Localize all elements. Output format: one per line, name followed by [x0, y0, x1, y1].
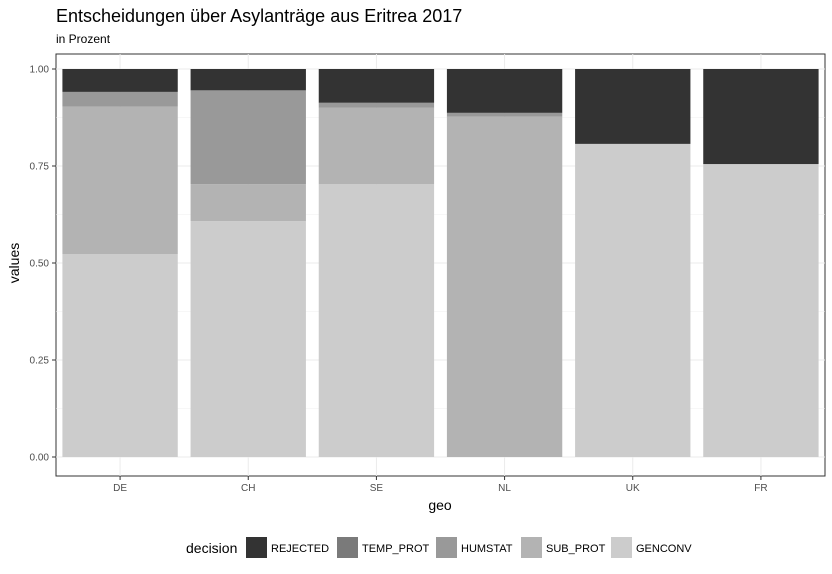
- legend-key-temp_prot: [337, 537, 358, 558]
- bar-se-rejected: [318, 69, 435, 103]
- bar-nl-rejected: [446, 69, 563, 113]
- bar-ch-genconv: [190, 221, 306, 457]
- bar-fr-rejected: [703, 69, 819, 165]
- legend-title: decision: [186, 540, 237, 556]
- legend: decision REJECTED TEMP_PROT HUMSTAT SUB_PRO…: [186, 537, 692, 558]
- legend-key-genconv: [611, 537, 632, 558]
- y-tick-label: 0.00: [30, 453, 50, 464]
- y-tick-label: 0.50: [30, 259, 50, 270]
- y-axis-title: values: [6, 243, 22, 283]
- legend-label-humstat: HUMSTAT: [461, 543, 513, 555]
- bar-de-genconv: [62, 254, 178, 457]
- bar-ch-rejected: [190, 69, 306, 91]
- y-axis: 0.00 0.25 0.50 0.75 1.00: [30, 65, 56, 464]
- chart-title: Entscheidungen über Asylanträge aus Erit…: [56, 6, 462, 26]
- x-tick-label: FR: [754, 483, 767, 494]
- bar-se-genconv: [318, 184, 435, 457]
- legend-key-humstat: [436, 537, 457, 558]
- bars-layer: [62, 69, 819, 457]
- bar-ch-humstat: [190, 90, 306, 185]
- x-tick-label: DE: [113, 483, 127, 494]
- chart-subtitle: in Prozent: [56, 32, 111, 46]
- legend-label-rejected: REJECTED: [271, 543, 329, 555]
- y-tick-label: 0.75: [30, 162, 50, 173]
- legend-label-genconv: GENCONV: [636, 543, 692, 555]
- bar-nl-humstat: [446, 112, 563, 117]
- legend-label-temp_prot: TEMP_PROT: [362, 543, 430, 555]
- legend-key-sub_prot: [521, 537, 542, 558]
- bar-de-sub_prot: [62, 106, 178, 255]
- x-tick-label: NL: [498, 483, 511, 494]
- bar-ch-sub_prot: [190, 184, 306, 222]
- legend-label-sub_prot: SUB_PROT: [546, 543, 606, 555]
- bar-fr-genconv: [703, 164, 819, 457]
- bar-se-humstat: [318, 102, 435, 108]
- bar-uk-rejected: [575, 69, 691, 144]
- bar-uk-genconv: [575, 143, 691, 457]
- x-axis-title: geo: [428, 497, 452, 513]
- y-tick-label: 0.25: [30, 356, 50, 367]
- x-axis: DE CH SE NL UK FR: [113, 476, 768, 494]
- bar-se-sub_prot: [318, 107, 435, 185]
- x-tick-label: SE: [370, 483, 384, 494]
- x-tick-label: CH: [241, 483, 255, 494]
- bar-nl-sub_prot: [446, 116, 563, 457]
- bar-de-rejected: [62, 69, 178, 92]
- y-tick-label: 1.00: [30, 65, 50, 76]
- x-tick-label: UK: [626, 483, 640, 494]
- legend-key-rejected: [246, 537, 267, 558]
- plot-panel: [55, 53, 826, 477]
- bar-de-humstat: [62, 91, 178, 107]
